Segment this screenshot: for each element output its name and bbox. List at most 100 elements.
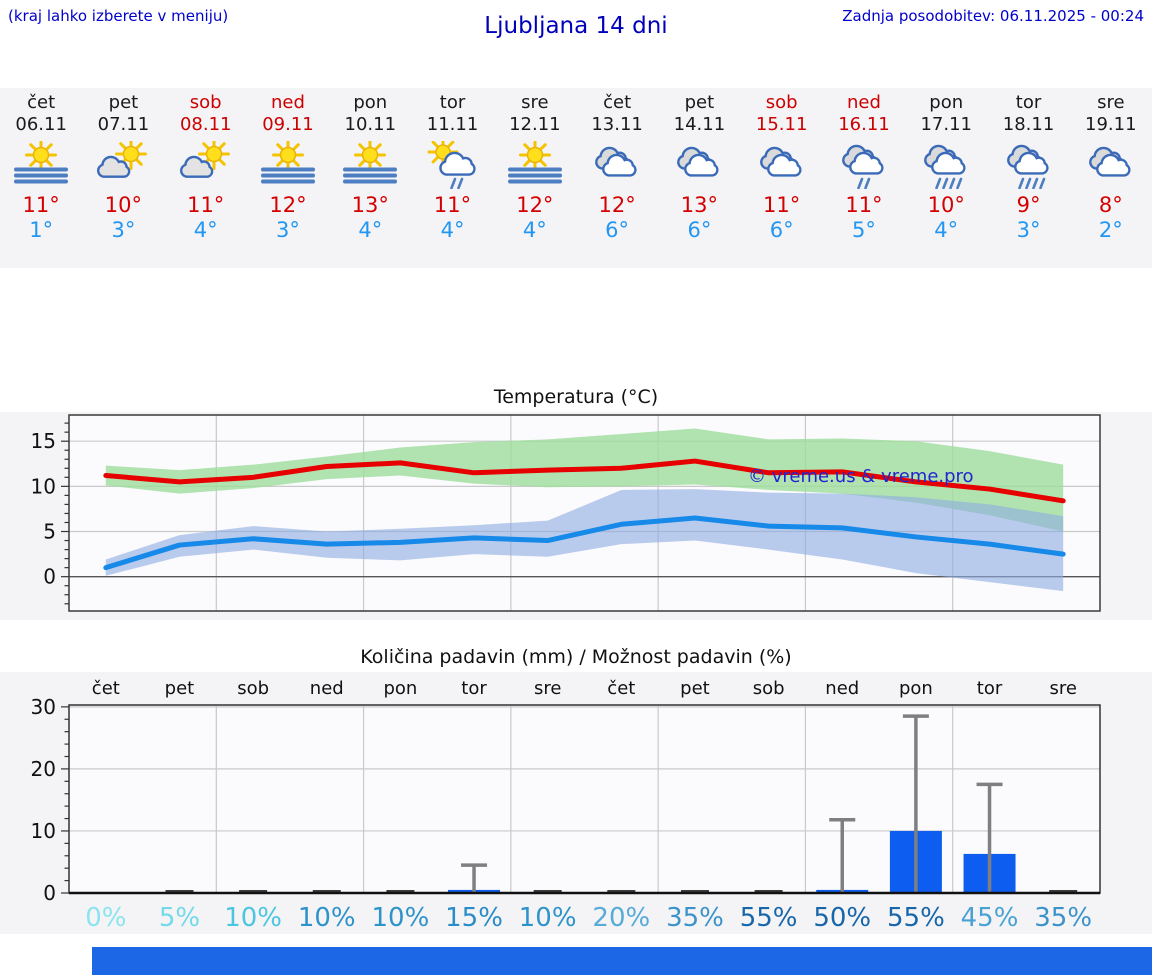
day-date: 07.11 (97, 114, 150, 135)
last-update-timestamp: Zadnja posodobitev: 06.11.2025 - 00:24 (842, 7, 1144, 25)
high-temperature: 11° (433, 193, 472, 217)
svg-text:tor: tor (977, 678, 1003, 699)
forecast-strip: čet 06.11 11° 1° pet 07.11 10° 3° sob 08.11 11° 4° n… (0, 88, 1152, 268)
min-temperature-line (103, 515, 1066, 571)
svg-text:10%: 10% (519, 903, 577, 933)
svg-text:10%: 10% (298, 903, 356, 933)
day-name: sob (765, 92, 798, 113)
svg-text:55%: 55% (887, 903, 945, 933)
low-temperature: 6° (769, 218, 794, 242)
precipitation-chart: čet pet sob ned pon tor sre čet pet sob ned pon tor s… (0, 672, 1152, 934)
svg-text:10%: 10% (224, 903, 282, 933)
low-temperature: 6° (687, 218, 712, 242)
low-temperature: 4° (522, 218, 547, 242)
forecast-day-column[interactable]: tor 18.11 9° 3° (987, 88, 1069, 268)
svg-text:10: 10 (31, 474, 56, 498)
high-temperature: 13° (351, 193, 389, 217)
forecast-day-column[interactable]: pon 17.11 10° 4° (905, 88, 987, 268)
bottom-blue-bar[interactable] (92, 947, 1152, 975)
low-temperature: 5° (852, 218, 876, 242)
low-temperature: 4° (934, 218, 959, 242)
forecast-day-column[interactable]: sre 12.11 12° 4° (494, 88, 576, 268)
sun-fog-icon (255, 139, 321, 189)
low-temperature: 4° (193, 218, 218, 242)
high-temperature: 12° (269, 193, 307, 217)
sun-fog-icon (8, 139, 74, 189)
svg-text:20%: 20% (592, 903, 650, 933)
max-temp-range-band (105, 428, 1064, 532)
high-temperature: 11° (187, 193, 225, 217)
day-name: ned (271, 92, 305, 113)
day-date: 15.11 (755, 114, 808, 135)
svg-text:pon: pon (383, 678, 417, 699)
day-date: 12.11 (509, 114, 561, 135)
svg-text:50%: 50% (813, 903, 871, 933)
svg-text:10%: 10% (371, 903, 429, 933)
sun-fog-icon (502, 139, 568, 189)
high-temperature: 8° (1098, 193, 1123, 217)
day-date: 06.11 (15, 114, 67, 135)
svg-text:sre: sre (1049, 678, 1076, 699)
sun-cloud-icon (90, 138, 156, 189)
svg-text:tor: tor (461, 678, 487, 699)
cloudy-icon (666, 141, 732, 189)
day-name: sre (521, 92, 549, 113)
cloudy-icon (1078, 141, 1144, 189)
svg-text:55%: 55% (740, 903, 798, 933)
low-temperature: 3° (1016, 218, 1041, 242)
svg-text:0%: 0% (85, 903, 126, 933)
day-date: 11.11 (426, 114, 479, 135)
temp-y-axis: 0 5 10 15 (31, 422, 69, 605)
cloudy-rain-light-icon (831, 141, 897, 190)
day-name: pet (108, 92, 139, 113)
day-date: 13.11 (591, 114, 643, 135)
svg-text:pet: pet (680, 678, 710, 699)
forecast-day-column[interactable]: tor 11.11 11° 4° (411, 88, 493, 268)
forecast-day-column[interactable]: čet 06.11 11° 1° (0, 88, 82, 268)
forecast-day-column[interactable]: ned 09.11 12° 3° (247, 88, 329, 268)
min-temp-range-band (105, 489, 1064, 592)
day-name: čet (27, 92, 56, 113)
day-name: pon (353, 92, 388, 113)
high-temperature: 9° (1016, 193, 1041, 217)
forecast-day-column[interactable]: čet 13.11 12° 6° (576, 88, 658, 268)
low-temperature: 6° (605, 218, 630, 242)
sun-cloud-icon (173, 138, 239, 189)
page-title: Ljubljana 14 dni (484, 13, 668, 39)
svg-text:pet: pet (165, 678, 195, 699)
day-date: 08.11 (179, 114, 232, 135)
low-temperature: 4° (440, 218, 465, 242)
svg-text:0: 0 (43, 881, 56, 905)
forecast-day-column[interactable]: sob 15.11 11° 6° (741, 88, 823, 268)
day-name: ned (846, 92, 881, 113)
day-date: 10.11 (344, 114, 397, 135)
svg-text:čet: čet (92, 678, 120, 699)
temp-plot-frame (68, 414, 1101, 612)
forecast-day-column[interactable]: sob 08.11 11° 4° (165, 88, 247, 268)
forecast-day-column[interactable]: pon 10.11 13° 4° (329, 88, 411, 268)
day-date: 09.11 (262, 114, 314, 135)
svg-text:20: 20 (31, 757, 56, 781)
forecast-day-column[interactable]: sre 19.11 8° 2° (1070, 88, 1152, 268)
low-temperature: 3° (111, 218, 136, 242)
svg-text:30: 30 (31, 695, 56, 719)
svg-text:45%: 45% (961, 903, 1019, 933)
day-date: 18.11 (1002, 114, 1055, 135)
svg-text:5: 5 (43, 520, 56, 544)
sun-cloud-rain-icon (420, 136, 486, 190)
temperature-chart: © vreme.us & vreme.pro 0 5 10 15 (0, 412, 1152, 620)
forecast-day-column[interactable]: ned 16.11 11° 5° (823, 88, 905, 268)
forecast-day-column[interactable]: pet 07.11 10° 3° (82, 88, 164, 268)
high-temperature: 11° (22, 193, 60, 217)
cloudy-rain-icon (996, 141, 1062, 190)
forecast-day-column[interactable]: pet 14.11 13° 6° (658, 88, 740, 268)
svg-text:5%: 5% (159, 903, 200, 933)
watermark: © vreme.us & vreme.pro (748, 466, 974, 487)
day-name: tor (1015, 92, 1042, 113)
day-name: pon (929, 92, 964, 113)
day-date: 14.11 (673, 114, 726, 135)
svg-text:ned: ned (825, 678, 859, 699)
svg-text:sob: sob (753, 678, 785, 699)
high-temperature: 11° (845, 193, 883, 217)
svg-text:35%: 35% (666, 903, 724, 933)
